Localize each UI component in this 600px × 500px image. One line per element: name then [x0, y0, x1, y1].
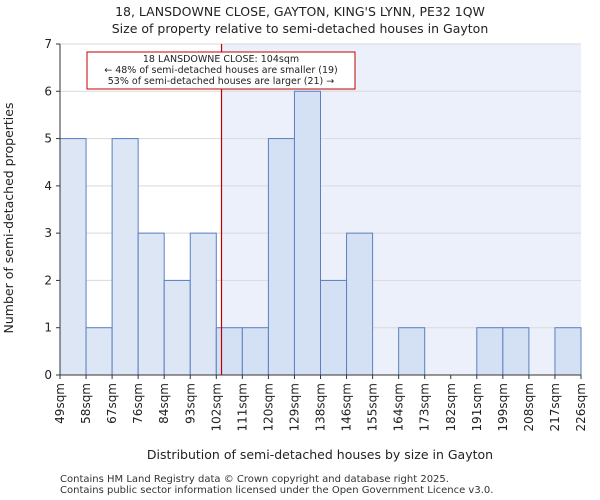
chart-title: 18, LANSDOWNE CLOSE, GAYTON, KING'S LYNN… — [115, 4, 485, 19]
histogram-bar — [59, 138, 87, 376]
y-tick-label: 4 — [44, 179, 52, 193]
x-tick-label: 164sqm — [392, 383, 406, 431]
x-tick-label: 102sqm — [209, 383, 223, 431]
histogram-bar — [346, 232, 374, 376]
y-tick-label: 2 — [44, 273, 52, 287]
footer-line-1: Contains HM Land Registry data © Crown c… — [60, 474, 449, 485]
histogram-bar — [398, 327, 426, 376]
y-axis-label: Number of semi-detached properties — [1, 103, 16, 334]
y-tick-label: 1 — [44, 321, 52, 335]
histogram-bar — [554, 327, 582, 376]
x-tick-label: 111sqm — [235, 383, 249, 431]
histogram-bar — [476, 327, 504, 376]
histogram-bar — [502, 327, 530, 376]
annotation-line-3: 53% of semi-detached houses are larger (… — [108, 76, 335, 87]
x-tick-label: 120sqm — [261, 383, 275, 431]
histogram-bar — [189, 232, 217, 376]
x-tick-label: 58sqm — [79, 383, 93, 424]
x-tick-label: 191sqm — [470, 383, 484, 431]
y-tick-label: 6 — [44, 84, 52, 98]
chart-subtitle: Size of property relative to semi-detach… — [112, 21, 489, 36]
x-tick-label: 138sqm — [314, 383, 328, 431]
x-tick-label: 217sqm — [548, 383, 562, 431]
histogram-bar — [163, 279, 191, 376]
histogram-bar — [320, 279, 348, 376]
plot-area: 0 1 2 3 4 5 6 7 49sqm 58sqm 67sqm 76sqm 84sqm 93sqm 10… — [44, 37, 588, 431]
x-tick-label: 182sqm — [444, 383, 458, 431]
footer-line-2: Contains public sector information licen… — [60, 485, 494, 496]
x-tick-label: 93sqm — [183, 383, 197, 424]
histogram-bar — [267, 138, 295, 376]
x-tick-label: 199sqm — [496, 383, 510, 431]
histogram-bar — [241, 327, 269, 376]
x-tick-label: 67sqm — [105, 383, 119, 424]
histogram-bar — [137, 232, 165, 376]
x-tick-label: 146sqm — [340, 383, 354, 431]
y-tick-label: 5 — [44, 132, 52, 146]
histogram-bar — [293, 90, 322, 376]
x-tick-label: 155sqm — [366, 383, 380, 431]
x-tick-label: 173sqm — [418, 383, 432, 431]
histogram-bar — [85, 327, 113, 376]
histogram-bar — [215, 327, 243, 376]
x-tick-label: 208sqm — [522, 383, 536, 431]
annotation-box — [86, 51, 356, 90]
x-axis-label: Distribution of semi-detached houses by … — [147, 447, 493, 462]
annotation-line-1: 18 LANSDOWNE CLOSE: 104sqm — [143, 54, 299, 65]
y-tick-label: 0 — [44, 368, 52, 382]
histogram-bar — [111, 138, 139, 376]
x-tick-label: 49sqm — [53, 383, 67, 424]
x-tick-label: 129sqm — [287, 383, 301, 431]
y-tick-label: 3 — [44, 226, 52, 240]
x-tick-label: 76sqm — [131, 383, 145, 424]
x-tick-label: 226sqm — [574, 383, 588, 431]
annotation-line-2: ← 48% of semi-detached houses are smalle… — [104, 65, 338, 76]
y-tick-label: 7 — [44, 37, 52, 51]
x-tick-label: 84sqm — [157, 383, 171, 424]
